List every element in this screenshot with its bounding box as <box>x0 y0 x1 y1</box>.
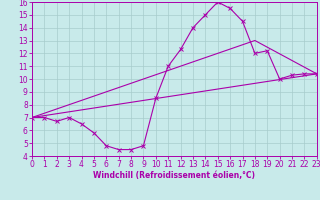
X-axis label: Windchill (Refroidissement éolien,°C): Windchill (Refroidissement éolien,°C) <box>93 171 255 180</box>
